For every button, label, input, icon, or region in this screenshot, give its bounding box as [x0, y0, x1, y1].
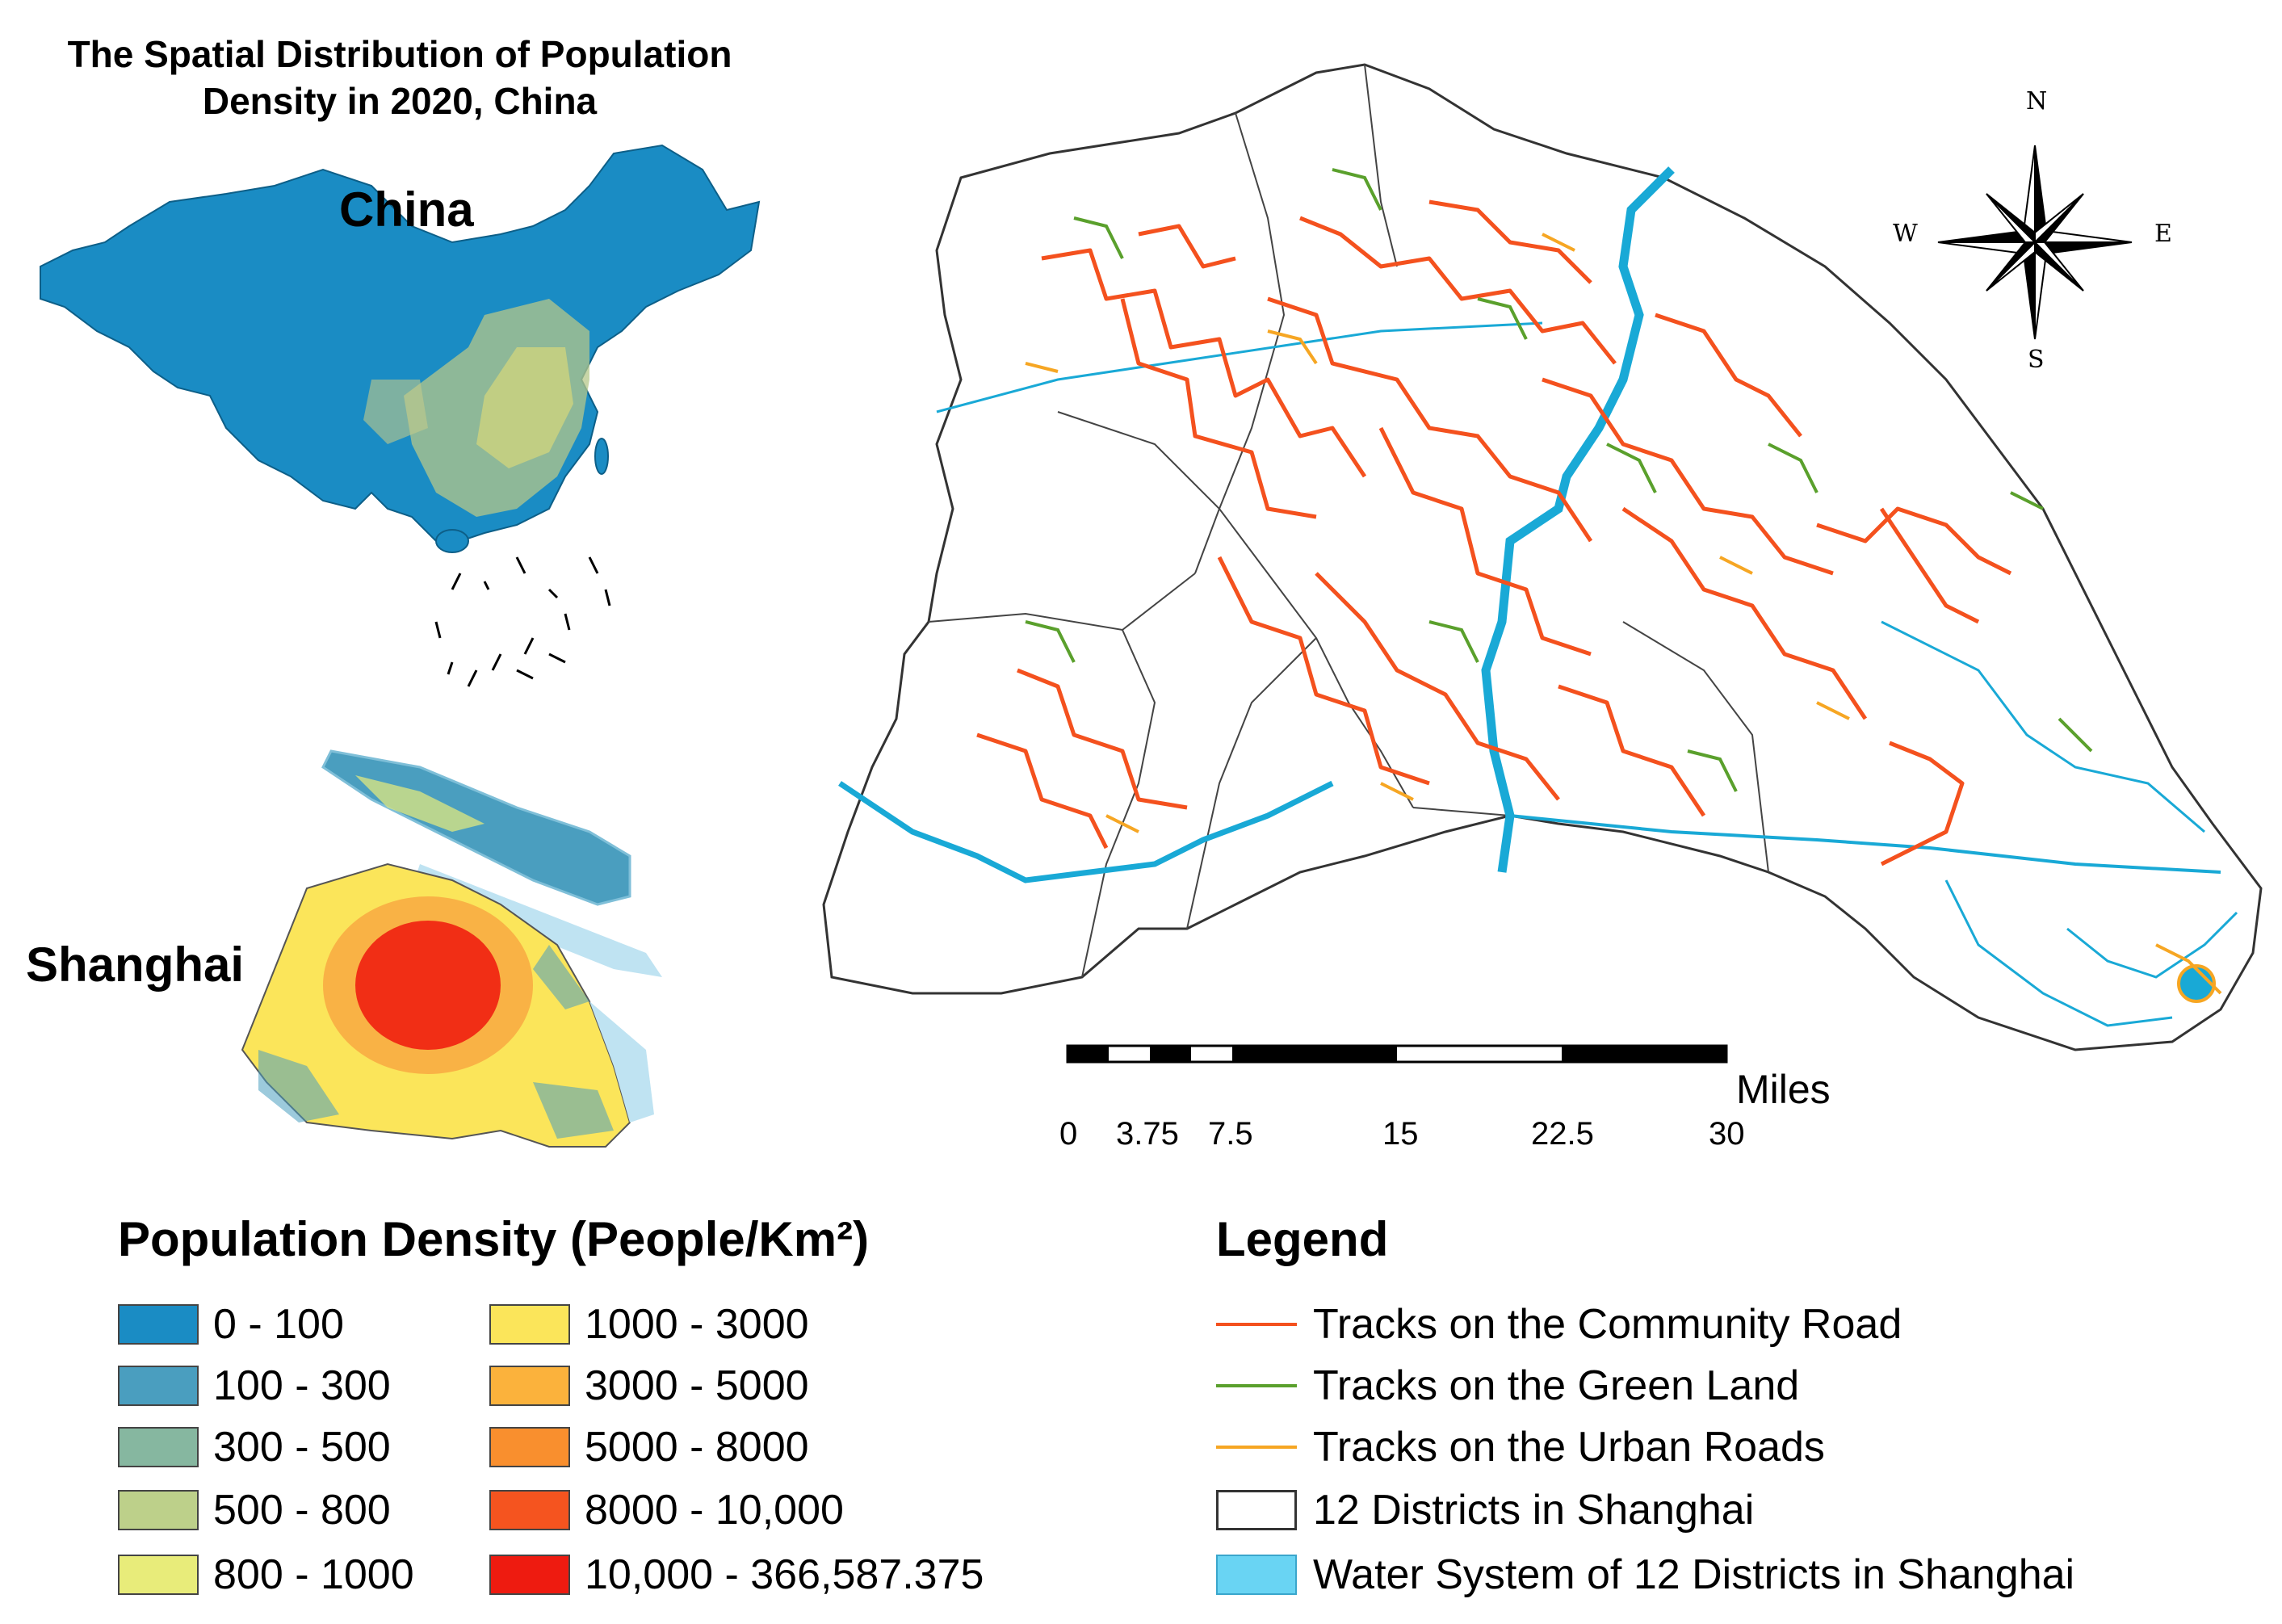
scale-bar	[1066, 1044, 1728, 1064]
district-boundaries	[928, 64, 1769, 978]
scale-unit: Miles	[1736, 1067, 1831, 1112]
urban-road-tracks	[1025, 233, 2222, 995]
china-sichuan	[363, 380, 428, 444]
legend-item-districts: 12 Districts in Shanghai	[1216, 1486, 1754, 1534]
density-item-6: 3000 - 5000	[489, 1362, 809, 1410]
scale-tick-3: 15	[1382, 1116, 1419, 1152]
density-swatch	[489, 1490, 570, 1530]
shanghai-tracks-map	[822, 63, 2263, 1051]
density-swatch	[118, 1427, 199, 1467]
urban-roads-line-icon	[1216, 1446, 1297, 1449]
density-swatch	[489, 1366, 570, 1406]
scale-tick-5: 30	[1709, 1116, 1745, 1152]
north-arrow-icon	[1937, 145, 2133, 340]
shanghai-urban-ring	[323, 896, 533, 1074]
density-item-1: 100 - 300	[118, 1362, 391, 1410]
district-box-icon	[1216, 1490, 1297, 1530]
dishui-lake	[2177, 964, 2216, 1003]
density-item-5: 1000 - 3000	[489, 1300, 809, 1349]
china-label: China	[339, 183, 474, 237]
shanghai-urban-core	[355, 921, 501, 1050]
density-swatch	[118, 1366, 199, 1406]
scale-tick-0: 0	[1059, 1116, 1078, 1152]
legend-item-water-system: Water System of 12 Districts in Shanghai	[1216, 1551, 2074, 1599]
chongming-yellow	[355, 775, 485, 832]
south-china-sea-islands	[434, 556, 611, 687]
map-legend-heading: Legend	[1216, 1212, 1389, 1266]
legend-item-green-land: Tracks on the Green Land	[1216, 1362, 1799, 1410]
legend-item-community-road: Tracks on the Community Road	[1216, 1300, 1902, 1349]
density-item-8: 8000 - 10,000	[489, 1486, 844, 1534]
green-land-line-icon	[1216, 1384, 1297, 1387]
water-system	[838, 166, 2238, 1027]
compass-e: E	[2154, 220, 2172, 248]
density-swatch	[118, 1304, 199, 1345]
taiwan-island	[594, 438, 609, 475]
density-swatch	[489, 1427, 570, 1467]
hainan-island	[435, 529, 469, 553]
districts-outline	[822, 63, 2263, 1051]
density-swatch	[489, 1304, 570, 1345]
water-box-icon	[1216, 1555, 1297, 1595]
scale-tick-1: 3.75	[1116, 1116, 1179, 1152]
compass-n: N	[2026, 87, 2048, 115]
china-inset-map	[40, 144, 761, 687]
density-item-3: 500 - 800	[118, 1486, 391, 1534]
compass-s: S	[2028, 346, 2045, 374]
density-item-2: 300 - 500	[118, 1423, 391, 1471]
shanghai-rural-blue	[258, 945, 614, 1139]
shanghai-inset-map	[241, 749, 662, 1148]
scale-tick-4: 22.5	[1531, 1116, 1594, 1152]
green-land-tracks	[1025, 168, 2093, 792]
legend-item-urban-roads: Tracks on the Urban Roads	[1216, 1423, 1825, 1471]
china-dense-core	[476, 347, 573, 468]
shanghai-east-coast	[589, 1001, 654, 1123]
density-swatch	[118, 1490, 199, 1530]
density-item-9: 10,000 - 366,587.375	[489, 1551, 984, 1599]
shanghai-label: Shanghai	[26, 938, 245, 992]
scale-tick-2: 7.5	[1208, 1116, 1253, 1152]
map-title: The Spatial Distribution of Population D…	[67, 33, 732, 122]
density-item-7: 5000 - 8000	[489, 1423, 809, 1471]
density-item-4: 800 - 1000	[118, 1551, 414, 1599]
china-landmass	[40, 144, 761, 542]
compass-w: W	[1893, 220, 1918, 248]
density-legend-heading: Population Density (People/Km²)	[118, 1212, 870, 1266]
density-swatch	[489, 1555, 570, 1595]
density-swatch	[118, 1555, 199, 1595]
density-item-0: 0 - 100	[118, 1300, 344, 1349]
community-road-line-icon	[1216, 1323, 1297, 1326]
community-road-tracks	[976, 199, 2012, 867]
